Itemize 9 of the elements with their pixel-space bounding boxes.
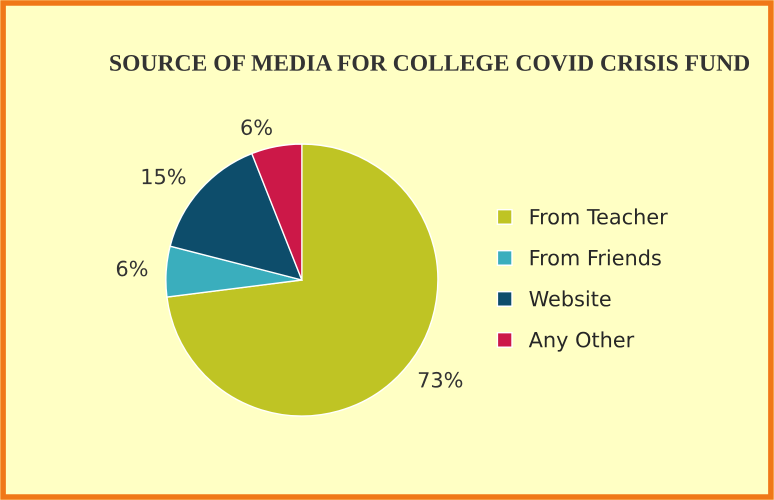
legend-label: Website (529, 290, 611, 307)
data-label: 73% (418, 372, 462, 388)
data-label: 15% (142, 168, 186, 184)
data-label: 6% (116, 260, 148, 276)
legend-label: Any Other (528, 331, 634, 352)
chart-title: SOURCE OF MEDIA FOR COLLEGE COVID CRISIS FUND (110, 55, 750, 72)
legend-label: From Teacher (530, 208, 668, 225)
data-label: 6% (241, 119, 272, 136)
legend-label: From Friends (530, 249, 661, 266)
